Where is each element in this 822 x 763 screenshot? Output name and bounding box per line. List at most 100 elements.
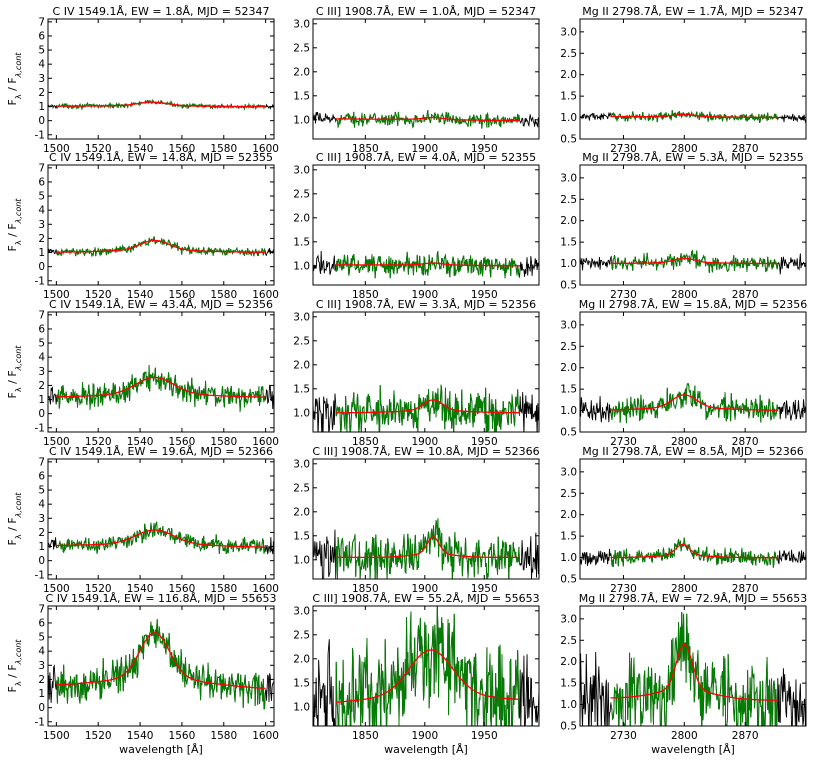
y-tick-label: 2.0 [293, 506, 310, 518]
y-tick-label: 0.5 [560, 134, 577, 146]
x-tick-label: 1580 [210, 289, 237, 301]
y-axis-label: Fλ / Fλ,cont [6, 52, 23, 106]
y-tick-label: 3.0 [560, 466, 577, 478]
y-axis-label: Fλ / Fλ,cont [6, 198, 23, 252]
x-tick-label: 2800 [671, 583, 698, 595]
y-tick-label: 2.5 [560, 341, 577, 353]
model-fit-line [335, 116, 520, 122]
x-tick-label: 2800 [671, 436, 698, 448]
y-tick-label: 2.5 [560, 194, 577, 206]
y-tick-label: 1.5 [293, 383, 310, 395]
y-tick-label: 3.0 [560, 26, 577, 38]
y-tick-label: 0.5 [560, 280, 577, 292]
y-tick-label: 1.0 [560, 112, 577, 124]
y-tick-label: 2.5 [560, 48, 577, 60]
x-tick-label: 2730 [610, 436, 637, 448]
y-tick-label: 7 [38, 603, 45, 615]
panel-frame [47, 458, 275, 580]
y-tick-label: 4 [38, 499, 45, 511]
y-tick-label: 2.5 [560, 635, 577, 647]
model-fit-line [335, 649, 521, 703]
x-tick-label: 1900 [411, 436, 438, 448]
panel-plot-area [580, 612, 806, 726]
y-tick-label: 0 [38, 408, 45, 420]
x-tick-label: 2730 [610, 730, 637, 742]
y-tick-label: 2 [38, 527, 45, 539]
y-tick-label: 2.0 [560, 656, 577, 668]
panel-frame [47, 311, 275, 433]
panel-ciii-r4: C III] 1908.7Å, EW = 55.2Å, MJD = 55653 1… [293, 592, 539, 756]
ylabel-mid: / F [6, 664, 19, 681]
y-tick-label: 2.5 [293, 335, 310, 347]
model-fit-line [56, 239, 266, 253]
panel-title: C III] 1908.7Å, EW = 1.0Å, MJD = 52347 [316, 5, 536, 18]
y-tick-label: 2 [38, 674, 45, 686]
x-tick-label: 1520 [85, 289, 112, 301]
y-tick-label: 1.0 [293, 407, 310, 419]
panel-plot-area [313, 384, 539, 432]
panel-civ-r1: C IV 1549.1Å, EW = 14.8Å, MJD = 52355150… [6, 151, 279, 301]
x-tick-label: 1580 [210, 143, 237, 155]
y-tick-label: 3 [38, 219, 45, 231]
ylabel-mid: / F [6, 370, 19, 387]
fit-region-line [56, 619, 266, 710]
y-tick-label: 2.0 [560, 69, 577, 81]
panel-title: C IV 1549.1Å, EW = 1.8Å, MJD = 52347 [53, 5, 270, 18]
y-axis-label: Fλ / Fλ,cont [6, 492, 23, 546]
y-tick-label: 1.0 [293, 114, 310, 126]
x-tick-label: 1500 [43, 289, 70, 301]
ylabel-f: F [6, 392, 19, 398]
panel-frame [579, 164, 807, 286]
y-tick-label: 2.0 [293, 359, 310, 371]
y-tick-label: 6 [38, 176, 45, 188]
y-tick-label: 1.0 [560, 552, 577, 564]
x-tick-label: 1580 [210, 730, 237, 742]
y-tick-label: 1.5 [560, 384, 577, 396]
ylabel-sub-cont: λ,cont [14, 52, 23, 79]
y-axis-label: Fλ / Fλ,cont [6, 639, 23, 693]
panel-plot-area [48, 619, 274, 710]
y-tick-label: 2.0 [560, 362, 577, 374]
panel-frame [579, 18, 807, 140]
y-tick-label: 2.5 [293, 42, 310, 54]
model-fit-line [335, 399, 520, 414]
y-tick-label: 2.0 [560, 509, 577, 521]
x-tick-label: 1850 [352, 730, 379, 742]
x-tick-label: 2800 [671, 143, 698, 155]
x-tick-label: 1580 [210, 436, 237, 448]
fit-region-line [335, 606, 520, 726]
fit-region-line [610, 612, 779, 726]
x-tick-label: 2870 [732, 436, 759, 448]
y-tick-label: 3 [38, 660, 45, 672]
panel-ciii-r1: C III] 1908.7Å, EW = 4.0Å, MJD = 52355 18… [293, 151, 540, 301]
model-fit-line [56, 529, 266, 548]
y-tick-label: 4 [38, 205, 45, 217]
y-tick-label: 1.0 [293, 701, 310, 713]
x-tick-label: 2870 [732, 583, 759, 595]
panel-frame [579, 458, 807, 580]
panel-civ-r0: C IV 1549.1Å, EW = 1.8Å, MJD = 52347 1500… [6, 5, 279, 155]
y-tick-label: -1 [35, 422, 45, 434]
y-tick-label: 7 [38, 456, 45, 468]
y-tick-label: 4 [38, 352, 45, 364]
fit-region-line [335, 110, 520, 129]
y-tick-label: 5 [38, 191, 45, 203]
y-tick-label: 3.0 [293, 164, 310, 176]
y-tick-label: 0 [38, 555, 45, 567]
y-tick-label: 1.0 [560, 405, 577, 417]
model-fit-line [610, 543, 779, 559]
x-tick-label: 1560 [169, 143, 196, 155]
panel-plot-area [313, 606, 539, 726]
ylabel-sub: λ [14, 387, 23, 392]
y-tick-label: 5 [38, 45, 45, 57]
y-tick-label: 7 [38, 309, 45, 321]
y-tick-label: 1.0 [293, 554, 310, 566]
y-tick-label: 1.5 [560, 531, 577, 543]
x-tick-label: 2800 [671, 730, 698, 742]
panel-ciii-r3: C III] 1908.7Å, EW = 10.8Å, MJD = 52366 1… [293, 445, 539, 595]
y-tick-label: 5 [38, 338, 45, 350]
model-fit-line [610, 394, 779, 411]
panel-mgii-r3: Mg II 2798.7Å, EW = 8.5Å, MJD = 52366 273… [560, 445, 807, 595]
x-tick-label: 2800 [671, 289, 698, 301]
